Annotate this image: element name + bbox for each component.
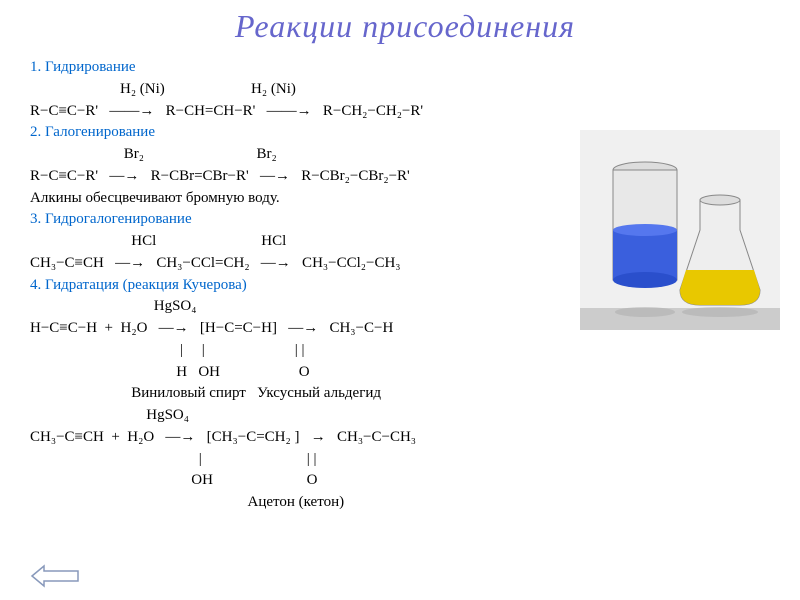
section-4-bonds-2: | | | [30, 449, 570, 471]
slide-title: Реакции присоединения [30, 8, 780, 45]
section-4-names-1: Виниловый спирт Уксусный альдегид [30, 383, 570, 405]
section-4-atoms-2: OH O [30, 470, 570, 492]
section-4-atoms-1: H OH O [30, 362, 570, 384]
section-1-reaction: R−C≡C−R' ——→ R−CH=CH−R' ——→ R−CH₂−CH₂−R' [30, 101, 570, 123]
beakers-image [580, 130, 780, 330]
section-3-reaction: CH₃−C≡CH —→ CH₃−CCl=CH₂ —→ CH₃−CCl₂−CH₃ [30, 253, 570, 275]
section-2-head: 2. Галогенирование [30, 122, 570, 144]
section-2-catalyst: Br₂ Br₂ [30, 144, 570, 166]
back-arrow-button[interactable] [30, 564, 80, 588]
section-1-catalyst: H₂ (Ni) H₂ (Ni) [30, 79, 570, 101]
slide-content: 1. Гидрирование H₂ (Ni) H₂ (Ni) R−C≡C−R'… [30, 57, 570, 514]
section-2-reaction: R−C≡C−R' —→ R−CBr=CBr−R' —→ R−CBr₂−CBr₂−… [30, 166, 570, 188]
section-4-catalyst-1: HgSO₄ [30, 296, 570, 318]
section-4-reaction-1: H−C≡C−H + H₂O —→ [H−C=C−H] —→ CH₃−C−H [30, 318, 570, 340]
section-4-reaction-2: CH₃−C≡CH + H₂O —→ [CH₃−C=CH₂ ] → CH₃−C−C… [30, 427, 570, 449]
section-3-head: 3. Гидрогалогенирование [30, 209, 570, 231]
section-4-catalyst-2: HgSO₄ [30, 405, 570, 427]
section-4-names-2: Ацетон (кетон) [30, 492, 570, 514]
section-4-bonds-1: | | | | [30, 340, 570, 362]
section-4-head: 4. Гидратация (реакция Кучерова) [30, 275, 570, 297]
section-2-note: Алкины обесцвечивают бромную воду. [30, 188, 570, 210]
slide-container: Реакции присоединения 1. Гидрирование H₂… [0, 0, 800, 600]
section-3-catalyst: HCl HCl [30, 231, 570, 253]
section-1-head: 1. Гидрирование [30, 57, 570, 79]
